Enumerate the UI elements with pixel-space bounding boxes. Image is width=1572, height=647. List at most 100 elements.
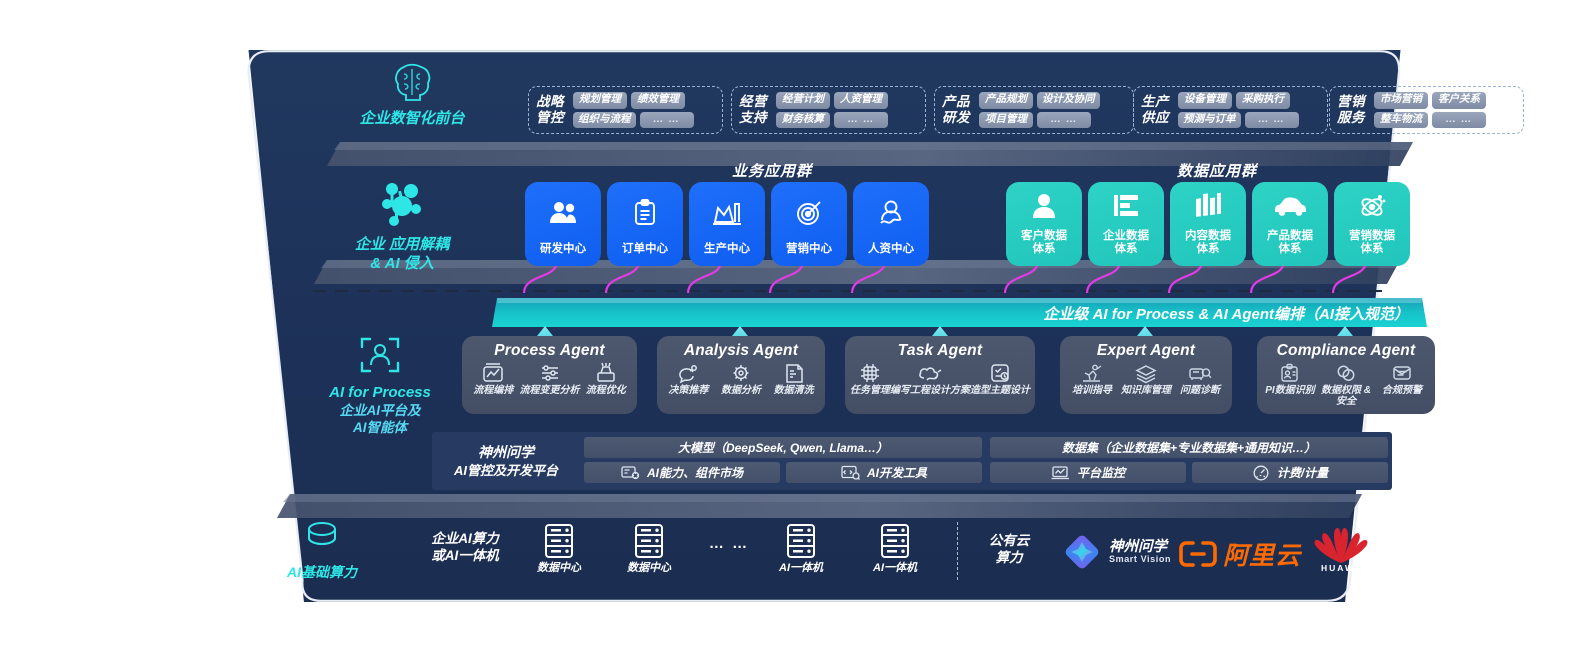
platform-monitor-bar[interactable]: 平台监控 — [990, 462, 1186, 483]
infra-label: AI一体机 — [779, 562, 823, 574]
agent-features: 流程编排 流程变更分析 流程优化 — [462, 362, 637, 396]
pill[interactable]: 预测与订单 — [1178, 111, 1241, 129]
agent-card-expert[interactable]: Expert Agent 培训指导 知识库管理 — [1060, 336, 1232, 414]
rail-aiprocess: AI for Process 企业AI平台及 AI智能体 — [310, 334, 450, 437]
server-icon — [787, 524, 815, 558]
front-group-3[interactable]: 生产 供应 设备管理 采购执行 预测与订单 … … — [1133, 86, 1328, 134]
pill[interactable]: 客户关系 — [1432, 91, 1486, 109]
pill[interactable]: … … — [1037, 111, 1091, 129]
data-card-label: 产品数据 体系 — [1267, 229, 1313, 256]
front-group-1[interactable]: 经营 支持 经营计划 人资管理 财务核算 … … — [731, 86, 926, 134]
app-card-label: 营销中心 — [786, 243, 832, 256]
agent-feature[interactable]: 编写工程设计方案 — [890, 363, 970, 396]
front-group-2-title: 产品 研发 — [942, 94, 970, 125]
pill[interactable]: … … — [1432, 111, 1486, 129]
platform-brand-sub: AI管控及开发平台 — [453, 462, 558, 478]
llm-bar[interactable]: 大模型（DeepSeek, Qwen, Llama…） — [584, 437, 982, 458]
rail-aiprocess-label-2: 企业AI平台及 — [339, 402, 421, 418]
app-card-order[interactable]: 订单中心 — [607, 182, 683, 266]
diagnose-icon — [1189, 368, 1212, 380]
billing-bar[interactable]: 计费/计量 — [1192, 462, 1388, 483]
front-group-2[interactable]: 产品 研发 产品规划 设计及协同 项目管理 … … — [934, 86, 1134, 134]
agent-feature[interactable]: 流程优化 — [580, 362, 633, 396]
agent-card-process[interactable]: Process Agent 流程编排 流程变更分析 — [462, 336, 637, 414]
agent-card-analysis[interactable]: Analysis Agent 决策推荐 数据分析 — [657, 336, 825, 414]
front-group-0[interactable]: 战略 管控 规划管理 绩效管理 组织与流程 … … — [528, 86, 723, 134]
pill[interactable]: 人资管理 — [834, 91, 888, 109]
app-card-rd[interactable]: 研发中心 — [525, 182, 601, 266]
agent-feature[interactable]: 问题诊断 — [1173, 363, 1227, 396]
app-card-hr[interactable]: 人资中心 — [853, 182, 929, 266]
infra-divider — [957, 522, 958, 580]
front-group-0-title: 战略 管控 — [536, 94, 564, 125]
platform-right-split: 平台监控 计费/计量 — [990, 462, 1388, 483]
pill[interactable]: 设备管理 — [1178, 91, 1232, 109]
agent-title: Analysis Agent — [683, 342, 799, 359]
agent-card-compliance[interactable]: Compliance Agent PI数据识别 数据权限 & 安全 — [1257, 336, 1435, 414]
agent-feature[interactable]: 流程编排 — [467, 363, 520, 396]
agent-feature[interactable]: 知识库管理 — [1119, 363, 1173, 396]
pill[interactable]: … … — [639, 111, 694, 129]
infra-enterprise-compute: 企业AI算力 或AI一体机 — [410, 528, 520, 565]
agent-feature[interactable]: 合规预警 — [1374, 363, 1430, 407]
data-card-marketing[interactable]: 营销数据 体系 — [1334, 182, 1410, 266]
infra-datacenter-2: 数据中心 — [610, 523, 688, 576]
vendor-smartvision: 神州问学 Smart Vision — [1062, 532, 1171, 572]
app-card-production[interactable]: 生产中心 — [689, 182, 765, 266]
data-card-customer[interactable]: 客户数据 体系 — [1006, 182, 1082, 266]
task-grid-icon — [861, 364, 879, 382]
training-icon — [1083, 364, 1102, 382]
pill[interactable]: … … — [834, 111, 888, 129]
agent-feature[interactable]: 数据清洗 — [767, 363, 820, 396]
pill[interactable]: 产品规划 — [979, 91, 1033, 109]
pill[interactable]: 经营计划 — [776, 91, 830, 109]
person-scan-icon — [360, 337, 400, 373]
agent-feature[interactable]: 决策推荐 — [662, 363, 715, 396]
gauge-icon — [1253, 465, 1269, 480]
flow-chart-icon — [483, 363, 503, 382]
front-group-1-title: 经营 支持 — [739, 94, 767, 125]
vendor-name: 阿里云 — [1223, 542, 1302, 570]
app-card-label: 研发中心 — [540, 243, 586, 256]
decision-icon — [679, 365, 698, 384]
pill[interactable]: 整车物流 — [1374, 111, 1428, 129]
rail-apps-label-1: 企业 应用解耦 — [354, 236, 450, 253]
vendor-name: 神州问学 — [1109, 538, 1167, 555]
front-group-3-pills: 设备管理 采购执行 预测与订单 … … — [1178, 91, 1299, 129]
front-group-4[interactable]: 营销 服务 市场营销 客户关系 整车物流 … … — [1329, 86, 1524, 134]
cloud-write-icon — [919, 367, 942, 381]
agent-feature[interactable]: 数据分析 — [715, 363, 768, 396]
agent-feature[interactable]: 任务管理 — [850, 363, 890, 396]
pill[interactable]: 规划管理 — [573, 91, 627, 109]
ai-market-bar[interactable]: AI能力、组件市场 — [584, 462, 780, 483]
agent-feature[interactable]: 流程变更分析 — [520, 363, 580, 396]
pill[interactable]: 采购执行 — [1236, 91, 1290, 109]
feature-label: 决策推荐 — [668, 385, 709, 396]
dev-tool-icon — [841, 465, 860, 480]
data-card-content[interactable]: 内容数据 体系 — [1170, 182, 1246, 266]
car-icon — [1273, 182, 1307, 230]
dataset-bar[interactable]: 数据集（企业数据集+专业数据集+通用知识…） — [990, 437, 1388, 458]
pill[interactable]: 市场营销 — [1374, 91, 1428, 109]
pill[interactable]: … … — [1244, 111, 1299, 129]
pill[interactable]: 财务核算 — [776, 111, 830, 129]
ai-market-label: AI能力、组件市场 — [646, 466, 743, 480]
data-card-product[interactable]: 产品数据 体系 — [1252, 182, 1328, 266]
data-card-enterprise[interactable]: 企业数据 体系 — [1088, 182, 1164, 266]
pill[interactable]: 项目管理 — [979, 111, 1033, 129]
data-group-heading: 数据应用群 — [1177, 163, 1258, 180]
infra-ellipsis: … … — [708, 535, 750, 552]
app-card-marketing[interactable]: 营销中心 — [771, 182, 847, 266]
pill[interactable]: 设计及协同 — [1037, 91, 1100, 109]
agent-card-task[interactable]: Task Agent 任务管理 编写工程设计方案 — [845, 336, 1035, 414]
infra-public-cloud: 公有云 算力 — [968, 530, 1050, 567]
agent-feature[interactable]: PI数据识别 — [1262, 363, 1318, 407]
ai-devtool-bar[interactable]: AI开发工具 — [786, 462, 982, 483]
feature-label: 数据权限 & 安全 — [1321, 385, 1371, 407]
agent-feature[interactable]: 数据权限 & 安全 — [1318, 363, 1374, 407]
pill[interactable]: 绩效管理 — [631, 91, 685, 109]
rail-apps-label-2: & AI 侵入 — [370, 254, 434, 272]
agent-feature[interactable]: 培训指导 — [1065, 363, 1119, 396]
pill[interactable]: 组织与流程 — [573, 111, 636, 129]
agent-feature[interactable]: 造型主题设计 — [970, 363, 1030, 396]
